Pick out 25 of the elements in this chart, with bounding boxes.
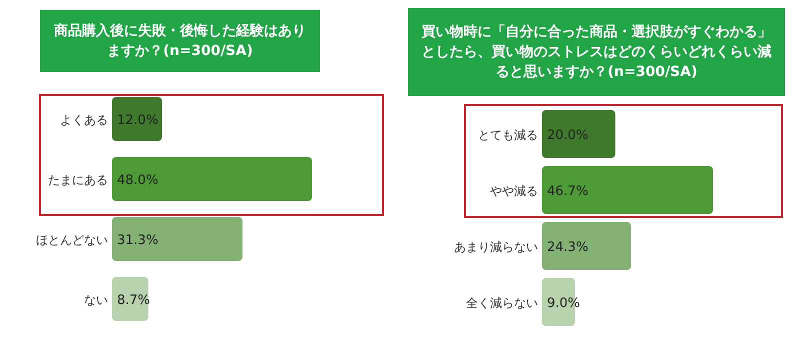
y-tick-label: あまり減らない [454, 240, 538, 254]
bar [112, 217, 242, 261]
bar [112, 157, 312, 201]
bar [542, 166, 713, 214]
data-label: 8.7% [117, 293, 150, 308]
bar [542, 110, 616, 158]
data-label: 48.0% [117, 173, 158, 188]
y-tick-label: ほとんどない [36, 233, 108, 247]
y-tick-label: 全く減らない [466, 296, 538, 310]
y-tick-label: ない [84, 293, 108, 307]
y-tick-label: やや減る [490, 184, 538, 198]
data-label: 46.7% [547, 184, 588, 199]
data-label: 20.0% [547, 128, 588, 143]
y-tick-label: よくある [60, 113, 108, 127]
data-label: 12.0% [117, 113, 158, 128]
data-label: 9.0% [547, 296, 580, 311]
chart-title: 買い物時に「自分に合った商品・選択肢がすぐわかる」としたら、買い物のストレスはどのくらいどれくらい減ると思いますか？(n=300/SA) [408, 8, 785, 96]
bar [542, 222, 631, 270]
y-tick-label: とても減る [478, 128, 538, 142]
bar [112, 277, 148, 321]
chart-title: 商品購入後に失敗・後悔した経験はありますか？(n=300/SA) [40, 10, 320, 72]
data-label: 31.3% [117, 233, 158, 248]
data-label: 24.3% [547, 240, 588, 255]
y-tick-label: たまにある [48, 173, 108, 187]
bar [112, 97, 162, 141]
